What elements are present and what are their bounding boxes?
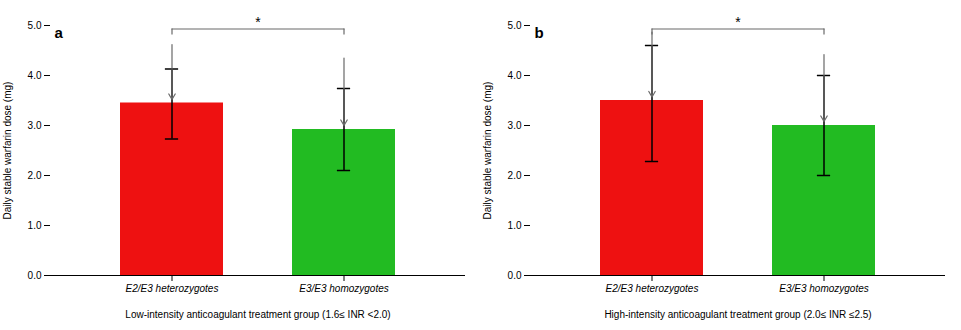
svg-text:2.0: 2.0: [508, 170, 522, 181]
svg-text:0.0: 0.0: [28, 270, 42, 281]
svg-text:Daily stable warfarin dose (mg: Daily stable warfarin dose (mg): [482, 82, 493, 220]
svg-text:4.0: 4.0: [508, 70, 522, 81]
svg-text:1.0: 1.0: [508, 220, 522, 231]
svg-text:*: *: [735, 14, 741, 30]
svg-text:Low-intensity anticoagulant tr: Low-intensity anticoagulant treatment gr…: [125, 309, 390, 320]
svg-text:E2/E3 heterozygotes: E2/E3 heterozygotes: [126, 283, 219, 294]
svg-text:2.0: 2.0: [28, 170, 42, 181]
svg-text:4.0: 4.0: [28, 70, 42, 81]
svg-text:1.0: 1.0: [28, 220, 42, 231]
svg-text:Daily stable warfarin dose (mg: Daily stable warfarin dose (mg): [2, 82, 13, 220]
svg-text:E3/E3 homozygotes: E3/E3 homozygotes: [779, 283, 869, 294]
svg-text:a: a: [55, 24, 64, 41]
svg-text:*: *: [255, 14, 261, 30]
svg-text:3.0: 3.0: [508, 120, 522, 131]
svg-text:b: b: [535, 24, 544, 41]
svg-text:3.0: 3.0: [28, 120, 42, 131]
svg-text:E2/E3 heterozygotes: E2/E3 heterozygotes: [606, 283, 699, 294]
svg-text:0.0: 0.0: [508, 270, 522, 281]
svg-text:5.0: 5.0: [508, 20, 522, 31]
svg-text:5.0: 5.0: [28, 20, 42, 31]
svg-text:High-intensity anticoagulant t: High-intensity anticoagulant treatment g…: [604, 309, 871, 320]
svg-text:E3/E3 homozygotes: E3/E3 homozygotes: [299, 283, 389, 294]
